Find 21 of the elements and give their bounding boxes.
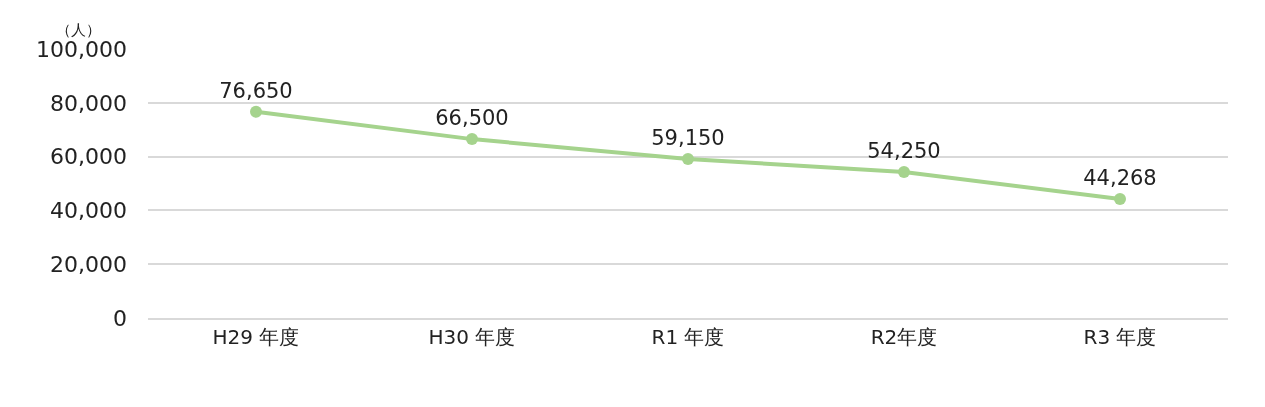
data-label: 59,150 — [651, 126, 725, 151]
x-tick-label: R2年度 — [870, 324, 938, 349]
point — [1114, 192, 1126, 205]
y-tick-label: 60,000 — [50, 144, 127, 170]
x-tick-label: H29 年度 — [212, 324, 300, 349]
point — [682, 152, 694, 165]
data-label: 44,268 — [1083, 166, 1157, 191]
point — [250, 105, 262, 118]
x-tick-label: H30 年度 — [428, 324, 516, 349]
y-axis-title: （人） — [56, 21, 101, 39]
x-tick-label: R1 年度 — [651, 324, 725, 349]
data-label: 66,500 — [435, 106, 509, 131]
data-label: 54,250 — [867, 139, 941, 164]
y-tick-label: 80,000 — [50, 90, 127, 116]
x-tick-label: R3 年度 — [1083, 324, 1157, 349]
y-tick-label: 0 — [113, 305, 127, 331]
point — [898, 166, 910, 179]
y-tick-label: 20,000 — [50, 251, 127, 277]
y-tick-label: 40,000 — [50, 198, 127, 224]
point — [466, 133, 478, 146]
data-label: 76,650 — [219, 79, 293, 104]
